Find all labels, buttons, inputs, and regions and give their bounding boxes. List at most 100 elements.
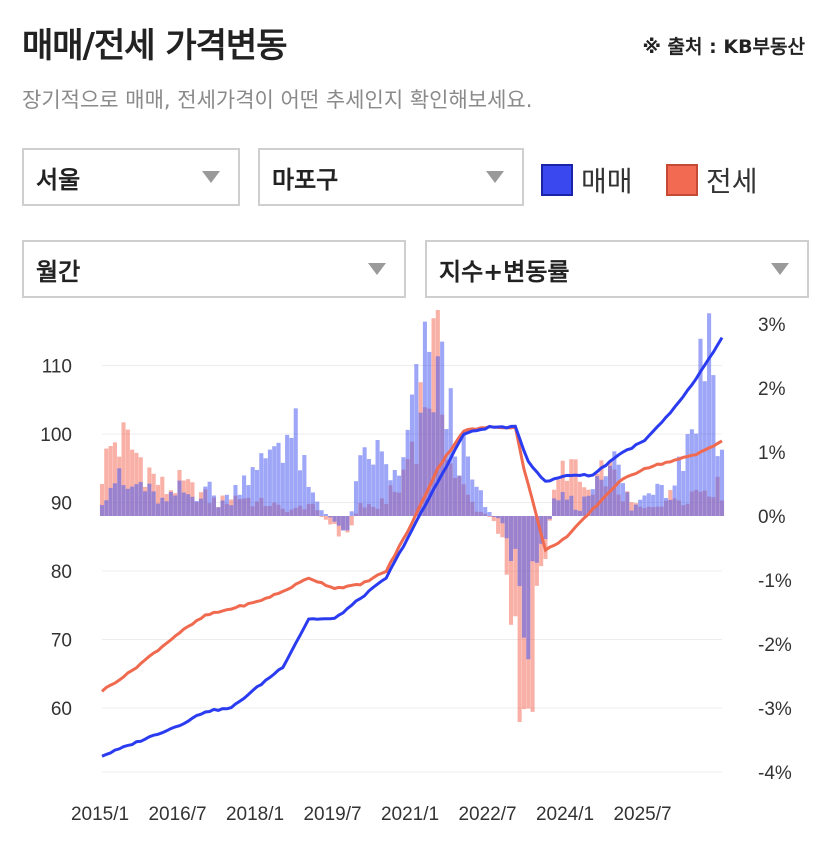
sale-change-bar <box>112 483 117 516</box>
x-axis-tick-label: 2018/1 <box>226 804 284 825</box>
sale-change-bar <box>573 509 578 516</box>
jeonse-change-bar <box>573 459 578 516</box>
jeonse-change-bar <box>491 516 496 522</box>
right-axis-tick-label: -1% <box>758 571 792 592</box>
sale-change-bar <box>517 516 522 587</box>
sale-change-bar <box>470 479 475 516</box>
jeonse-change-bar <box>160 476 165 516</box>
source-label: ※ 출처 : KB부동산 <box>642 36 805 58</box>
sale-change-bar <box>164 501 169 516</box>
sale-change-bar <box>315 501 320 516</box>
sale-change-bar <box>444 429 449 516</box>
sale-change-bar <box>655 483 660 516</box>
region-select-value: 서울 <box>36 165 81 194</box>
sale-change-bar <box>362 447 367 516</box>
sale-change-bar <box>663 497 669 516</box>
sale-change-bar <box>577 510 582 516</box>
sale-change-bar <box>616 464 621 516</box>
sale-change-bar <box>409 394 415 516</box>
sale-change-bar <box>465 456 471 516</box>
sale-change-bar <box>543 516 548 540</box>
sale-change-bar <box>121 485 126 516</box>
jeonse-change-bar <box>99 483 105 516</box>
sale-change-bar <box>242 475 247 516</box>
sale-change-bar <box>216 507 221 516</box>
sale-change-bar <box>620 483 626 516</box>
sale-change-bar <box>220 500 225 516</box>
sale-change-bar <box>310 492 316 516</box>
sale-change-bar <box>117 468 122 516</box>
sale-change-bar <box>306 486 311 516</box>
sale-change-bar <box>629 510 634 516</box>
sale-change-bar <box>427 351 432 516</box>
page-title: 매매/전세 가격변동 <box>22 26 287 66</box>
sale-change-bar <box>526 516 531 660</box>
right-axis-tick-label: 3% <box>758 315 786 336</box>
sale-change-bar <box>431 412 436 516</box>
sale-change-bar <box>500 516 505 524</box>
sale-change-bar <box>186 494 191 516</box>
left-axis-tick-label: 110 <box>42 357 72 378</box>
sale-change-bar <box>595 476 600 516</box>
jeonse-change-bar <box>560 460 565 516</box>
sale-change-bar <box>143 491 148 516</box>
sale-change-bar <box>534 516 539 563</box>
sale-change-bar <box>698 338 703 516</box>
jeonse-change-bar <box>323 516 328 520</box>
sale-change-bar <box>668 499 673 516</box>
sale-change-bar <box>302 455 307 516</box>
sale-change-bar <box>582 496 587 516</box>
sale-change-bar <box>151 491 156 516</box>
sale-change-bar <box>233 485 238 516</box>
sale-change-bar <box>586 495 591 516</box>
region-select[interactable]: 서울 <box>22 148 240 206</box>
jeonse-change-bar <box>504 516 509 575</box>
x-axis-tick-label: 2025/7 <box>613 804 671 825</box>
sale-change-bar <box>250 467 255 516</box>
sale-change-bar <box>194 500 199 516</box>
mode-select[interactable]: 지수+변동률 <box>425 240 809 298</box>
sale-change-bar <box>108 487 113 516</box>
sale-change-bar <box>715 456 720 516</box>
jeonse-change-bar <box>125 429 130 516</box>
sale-change-bar <box>160 497 165 516</box>
sale-change-bar <box>345 516 350 531</box>
legend-jeonse[interactable]: 전세 <box>666 160 758 200</box>
jeonse-index-line <box>100 424 723 693</box>
page-subtitle: 장기적으로 매매, 전세가격이 어떤 추세인지 확인해보세요. <box>22 88 533 112</box>
sale-change-bar <box>612 451 617 516</box>
period-select[interactable]: 월간 <box>22 240 406 298</box>
x-axis-tick-label: 2015/1 <box>71 804 129 825</box>
x-axis-tick-label: 2021/1 <box>381 804 439 825</box>
sale-change-bar <box>203 486 208 516</box>
jeonse-change-bar <box>349 516 354 526</box>
jeonse-change-bar <box>108 446 113 516</box>
sale-change-bar <box>371 464 376 516</box>
sale-change-bar <box>681 470 686 516</box>
sale-change-bar <box>280 462 285 516</box>
sale-change-bar <box>491 516 496 517</box>
sale-change-bar <box>556 500 561 516</box>
sale-change-bar <box>508 516 514 562</box>
district-select-value: 마포구 <box>272 165 339 194</box>
sale-change-bar <box>332 516 337 522</box>
sale-change-bar <box>298 470 303 516</box>
sale-change-bar <box>590 489 595 516</box>
sale-change-bar <box>336 516 341 526</box>
jeonse-change-bar <box>530 516 535 712</box>
right-axis-tick-label: -3% <box>758 699 792 720</box>
sale-change-bar <box>496 516 501 519</box>
jeonse-change-bar <box>121 422 126 516</box>
sale-change-bar <box>190 496 195 516</box>
sale-change-bar <box>276 442 281 516</box>
sale-change-bar <box>388 480 393 516</box>
sale-change-bar <box>685 434 690 516</box>
legend-sale[interactable]: 매매 <box>541 160 633 200</box>
sale-change-bar <box>254 469 260 516</box>
district-select[interactable]: 마포구 <box>258 148 524 206</box>
sale-change-bar <box>211 495 216 516</box>
sale-change-bar <box>198 498 204 516</box>
sale-change-bar <box>349 511 354 516</box>
sale-change-bar <box>224 494 229 516</box>
jeonse-change-bar <box>508 516 514 625</box>
